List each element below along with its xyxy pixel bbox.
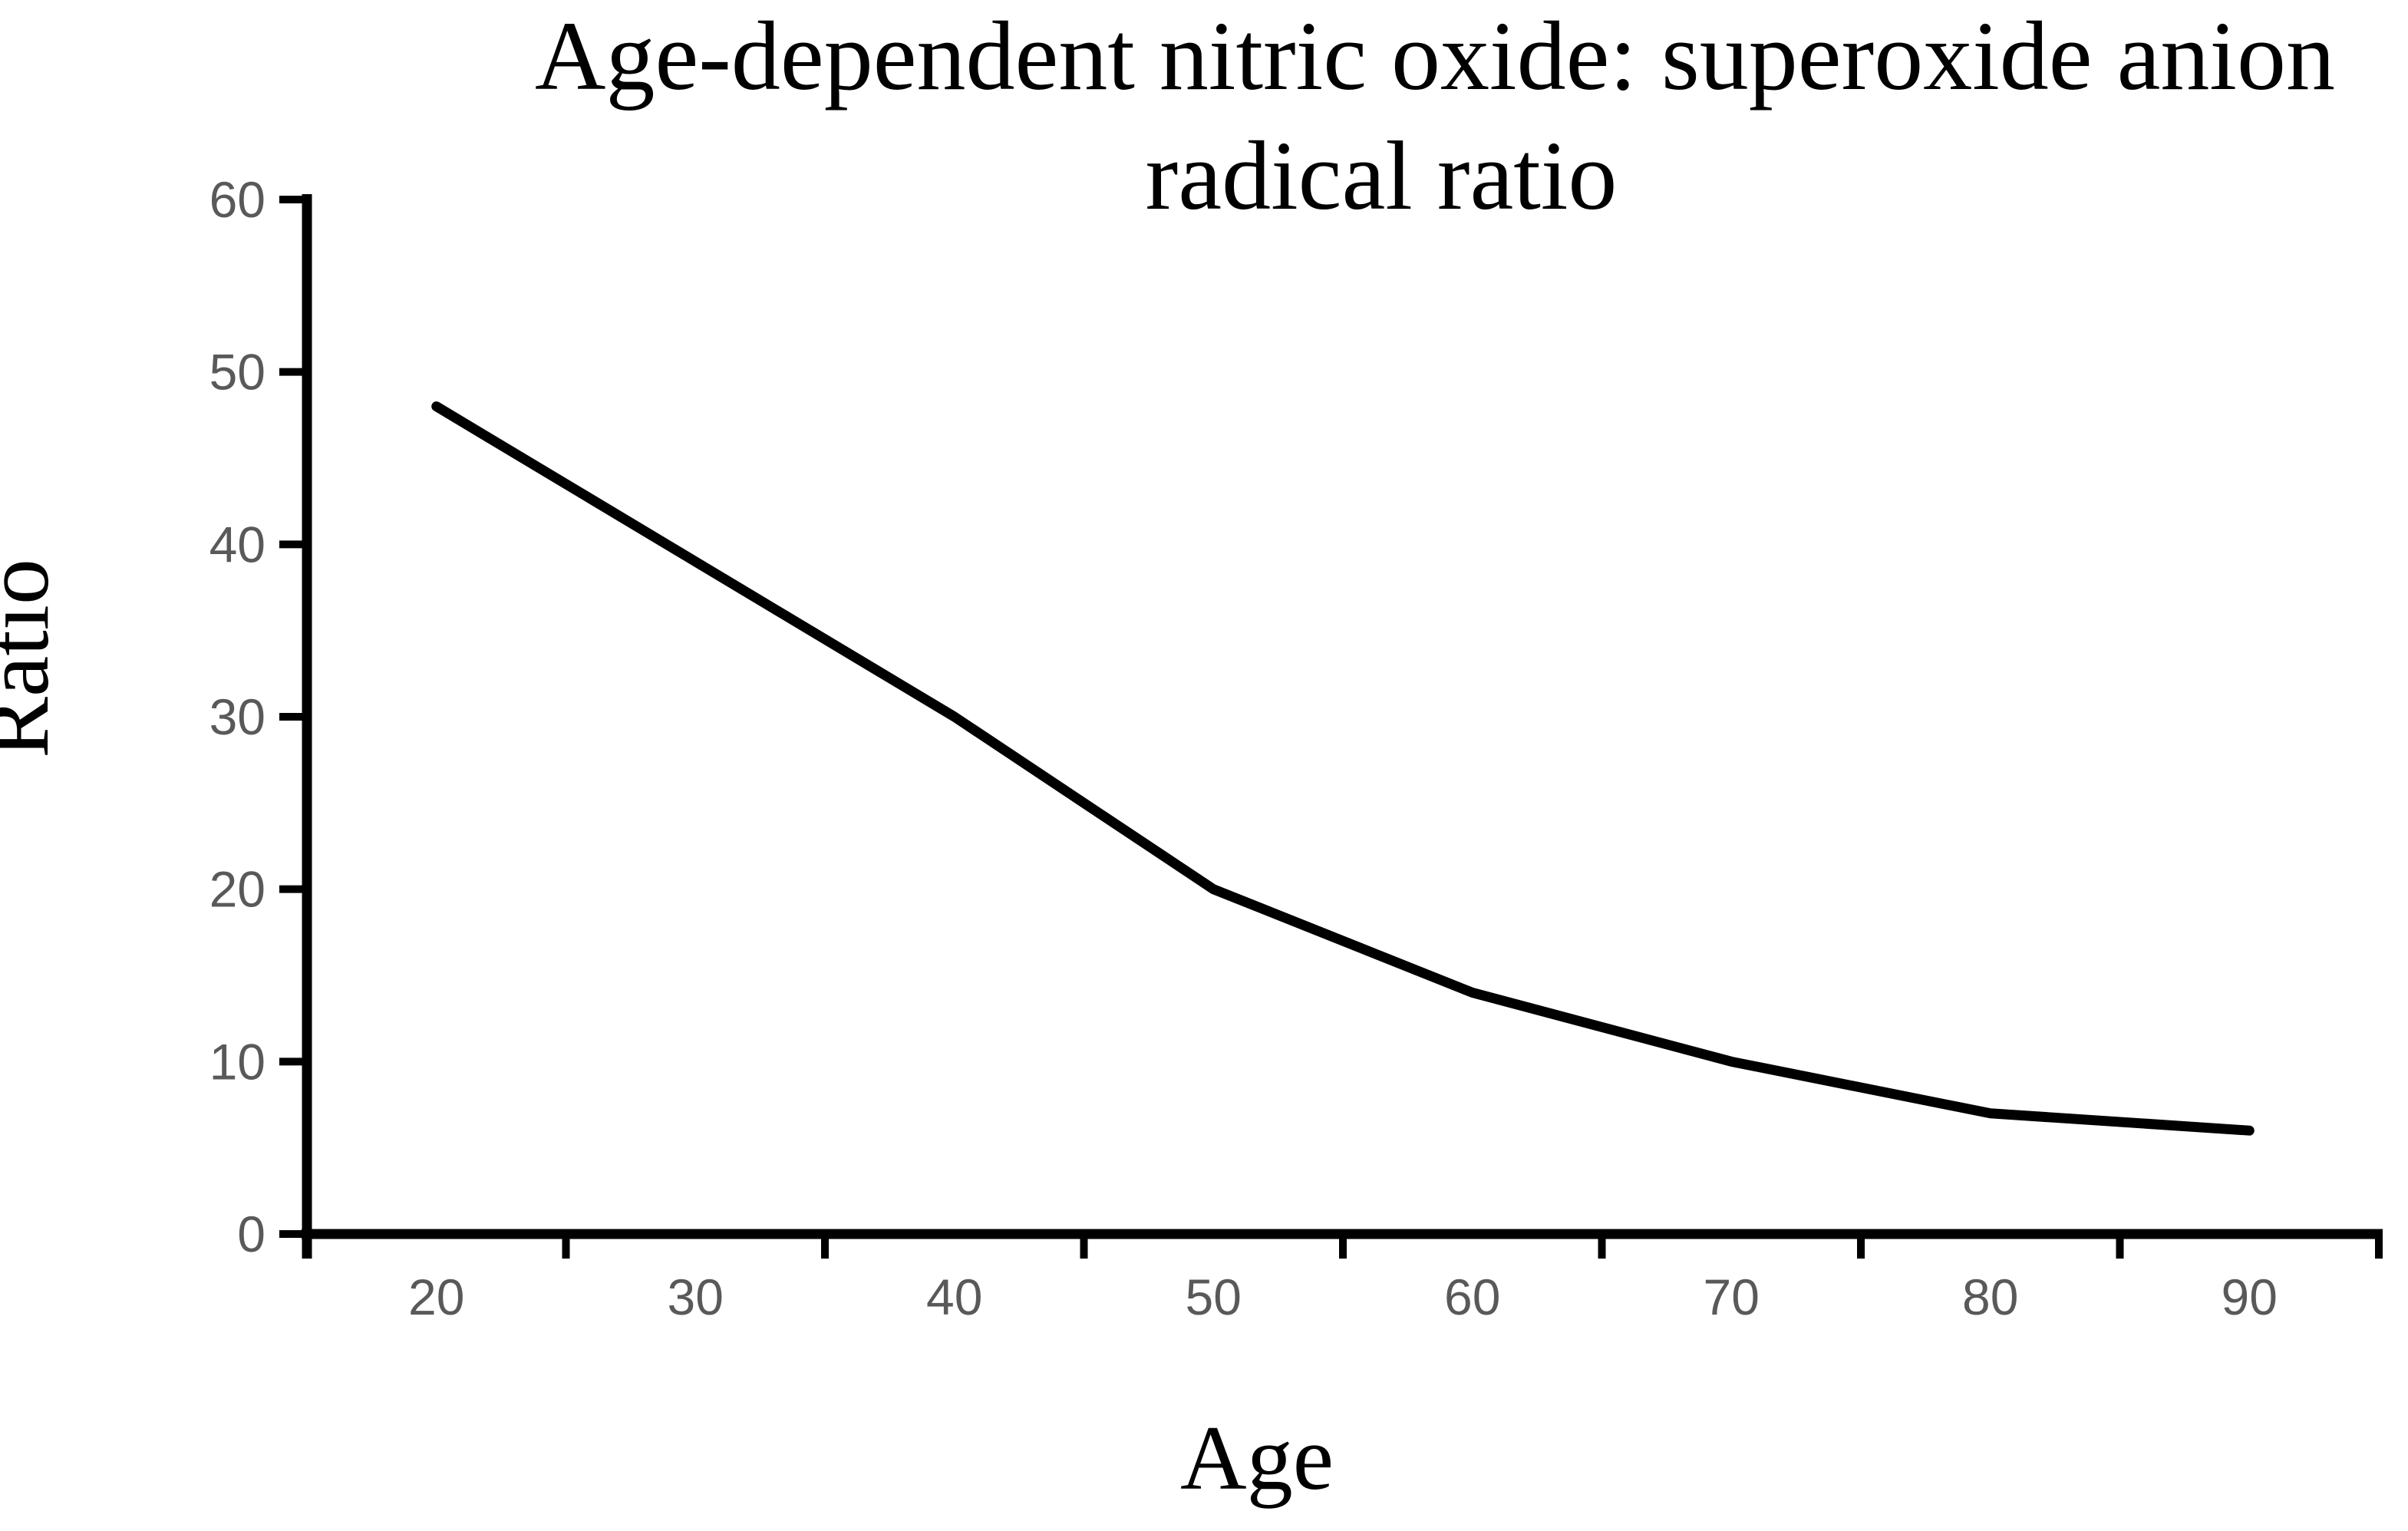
x-tick-label: 40 <box>926 1269 982 1325</box>
x-tick-label: 30 <box>668 1269 724 1325</box>
y-tick-label: 40 <box>209 516 266 572</box>
data-series-group <box>431 401 2255 1136</box>
y-tick-label: 0 <box>237 1206 266 1262</box>
x-tick-label: 90 <box>2222 1269 2278 1325</box>
ratio-line-series <box>431 401 2255 1136</box>
axes <box>302 194 2383 1259</box>
chart-title-line-1: Age-dependent nitric oxide: superoxide a… <box>535 2 2335 111</box>
x-tick-group: 20 30 40 50 60 70 80 90 <box>303 1234 2383 1325</box>
y-tick-label: 10 <box>209 1033 266 1090</box>
x-tick-label: 50 <box>1186 1269 1242 1325</box>
chart-title-line-2: radical ratio <box>1146 121 1618 230</box>
x-tick-label: 80 <box>1962 1269 2018 1325</box>
x-tick-label: 20 <box>408 1269 464 1325</box>
x-tick-label: 70 <box>1704 1269 1760 1325</box>
x-tick-label: 60 <box>1444 1269 1500 1325</box>
y-tick-label: 60 <box>209 171 266 228</box>
y-tick-label: 30 <box>209 688 266 745</box>
y-tick-label: 50 <box>209 344 266 401</box>
y-tick-group: 0 10 20 30 40 50 60 <box>209 171 307 1262</box>
y-axis-title: Ratio <box>0 559 68 758</box>
x-axis-title: Age <box>1180 1407 1334 1509</box>
y-tick-label: 20 <box>209 861 266 918</box>
